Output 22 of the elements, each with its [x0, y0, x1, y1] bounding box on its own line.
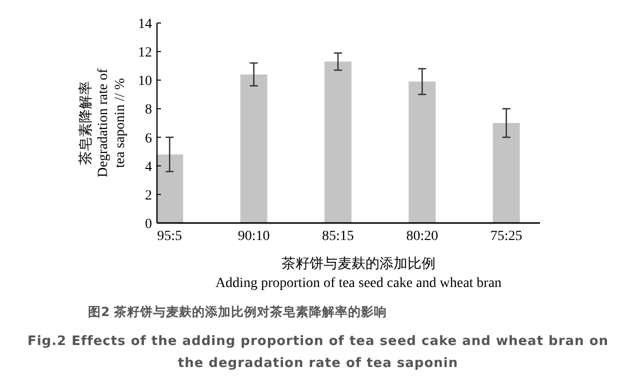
x-tick-label: 95:5 [157, 229, 182, 244]
y-tick-label: 2 [145, 188, 152, 204]
y-tick-label: 12 [138, 46, 152, 61]
y-tick-label: 14 [138, 17, 152, 32]
y-axis-title: 茶皂素降解率 Degradation rate of tea saponin // % [78, 68, 128, 178]
bar [156, 154, 184, 223]
x-tick-label: 85:15 [322, 229, 354, 244]
y-tick-label: 10 [138, 74, 152, 90]
y-tick-label: 8 [145, 102, 152, 118]
x-tick-label: 80:20 [406, 229, 438, 244]
bar [324, 62, 352, 223]
bar [408, 82, 436, 223]
y-tick-label: 0 [145, 217, 152, 232]
bar [492, 123, 520, 223]
y-tick-label: 6 [145, 131, 152, 146]
text: Fig.2 Effects of the adding proportion of tea seed cake and wheat bran on the degradation rate of tea saponin [27, 334, 609, 371]
y-tick-label: 4 [145, 160, 152, 175]
text: 图2 茶籽饼与麦麸的添加比例对茶皂素降解率的影响 [88, 304, 388, 319]
x-axis-title: 茶籽饼与麦麸的添加比例 Adding proportion of tea seed cake and wheat bran [215, 256, 502, 291]
x-tick-label: 90:10 [238, 229, 270, 244]
bar [240, 74, 268, 223]
x-tick-label: 75:25 [490, 229, 522, 244]
